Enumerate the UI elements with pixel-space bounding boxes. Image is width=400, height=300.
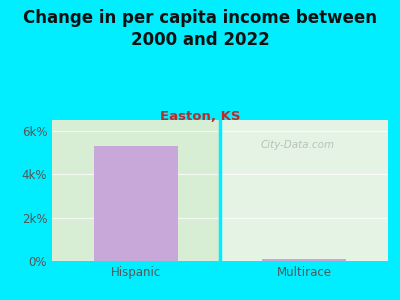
Bar: [220, 120, 388, 261]
Text: Change in per capita income between
2000 and 2022: Change in per capita income between 2000…: [23, 9, 377, 49]
Text: City-Data.com: City-Data.com: [260, 140, 334, 150]
Text: Easton, KS: Easton, KS: [160, 110, 240, 122]
Bar: [52, 120, 220, 261]
Bar: [94, 146, 178, 261]
Bar: [262, 259, 346, 261]
